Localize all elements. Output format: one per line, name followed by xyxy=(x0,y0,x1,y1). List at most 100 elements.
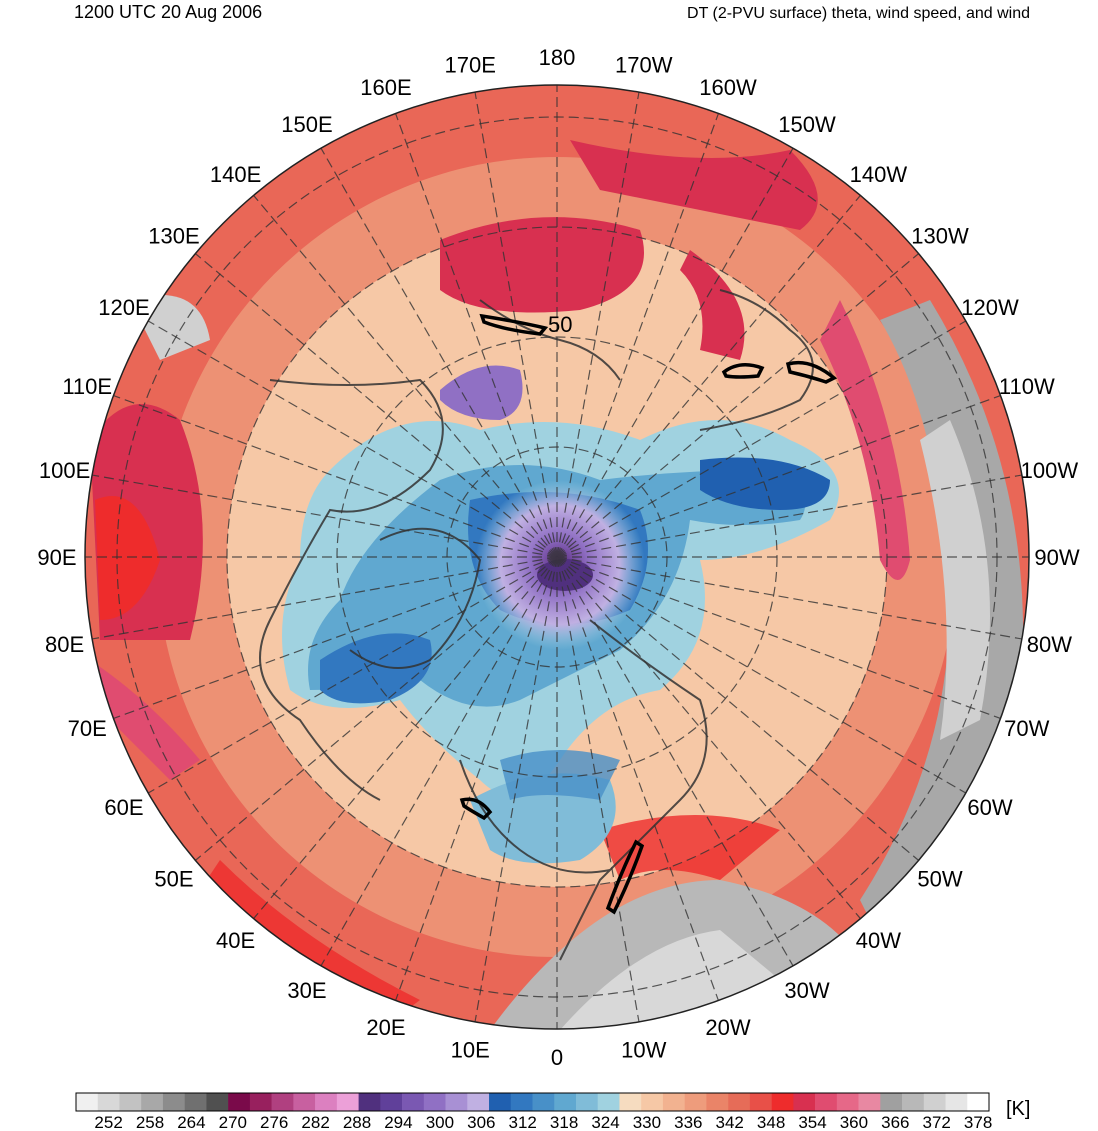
meridian-line xyxy=(320,147,558,558)
pv-contours xyxy=(459,313,838,915)
colorbar-tick-label: 342 xyxy=(716,1113,744,1131)
colorbar-swatch xyxy=(162,1093,185,1111)
longitude-label: 20W xyxy=(705,1015,750,1040)
meridian-line xyxy=(556,320,967,558)
meridian-line xyxy=(556,253,919,558)
meridian-line xyxy=(556,395,1001,558)
colorbar-swatch xyxy=(336,1093,359,1111)
longitude-label: 170W xyxy=(615,53,673,78)
colorbar-swatch xyxy=(793,1093,816,1111)
longitude-label: 50W xyxy=(917,866,962,891)
colorbar-swatch xyxy=(423,1093,446,1111)
colorbar-tick-label: 282 xyxy=(301,1113,329,1131)
meridian-line xyxy=(556,92,640,558)
colorbar-tick-label: 306 xyxy=(467,1113,495,1131)
longitude-label: 140E xyxy=(210,162,261,187)
meridian-line xyxy=(556,195,861,558)
map-boundary xyxy=(84,84,1030,1030)
colorbar-swatch xyxy=(902,1093,925,1111)
longitude-label: 90W xyxy=(1034,545,1079,570)
colorbar-swatch xyxy=(641,1093,664,1111)
colorbar-swatch xyxy=(684,1093,707,1111)
valid-time-label: 1200 UTC 20 Aug 2006 xyxy=(74,2,263,22)
meridian-line xyxy=(556,556,1022,640)
colorbar-swatch xyxy=(380,1093,403,1111)
longitude-label: 180 xyxy=(539,45,576,70)
theta-field xyxy=(85,85,1029,1029)
meridian-line xyxy=(556,556,640,1022)
colorbar-swatch xyxy=(662,1093,685,1111)
colorbar-tick-label: 288 xyxy=(343,1113,371,1131)
colorbar-swatch xyxy=(923,1093,946,1111)
longitude-label: 150E xyxy=(281,112,332,137)
longitude-label: 30W xyxy=(784,978,829,1003)
colorbar-swatch xyxy=(967,1093,990,1111)
meridian-line xyxy=(253,195,558,558)
colorbar-tick-label: 258 xyxy=(136,1113,164,1131)
longitude-label: 120W xyxy=(961,295,1019,320)
colorbar-swatch xyxy=(510,1093,533,1111)
colorbar-swatch xyxy=(76,1093,99,1111)
longitude-label: 30E xyxy=(287,978,326,1003)
colorbar-swatch xyxy=(467,1093,490,1111)
colorbar: 252 258 264 270 276 282 288 294 300 306 312 318 324 3… xyxy=(75,1092,992,1131)
meridian-line xyxy=(147,320,558,558)
longitude-label: 130W xyxy=(911,224,969,249)
meridian-line xyxy=(395,113,558,558)
longitude-label: 70E xyxy=(68,716,107,741)
meridian-line xyxy=(113,556,558,719)
meridian-line xyxy=(253,556,558,919)
meridian-line xyxy=(195,556,558,861)
meridian-line xyxy=(556,556,1001,719)
colorbar-swatch xyxy=(489,1093,512,1111)
longitude-label: 0 xyxy=(551,1045,563,1070)
colorbar-swatch xyxy=(249,1093,272,1111)
meridian-line xyxy=(556,556,861,919)
colorbar-tick-label: 252 xyxy=(94,1113,122,1131)
longitude-label: 90E xyxy=(37,545,76,570)
colorbar-tick-label: 336 xyxy=(674,1113,702,1131)
meridian-line xyxy=(556,147,794,558)
colorbar-swatch xyxy=(293,1093,316,1111)
longitude-label: 80W xyxy=(1027,632,1072,657)
colorbar-swatch xyxy=(315,1093,338,1111)
meridian-line xyxy=(556,113,719,558)
colorbar-tick-label: 366 xyxy=(881,1113,909,1131)
longitude-label: 20E xyxy=(366,1015,405,1040)
longitude-label: 160E xyxy=(360,75,411,100)
colorbar-swatch xyxy=(445,1093,468,1111)
meridian-line xyxy=(556,474,1022,558)
longitude-label: 100E xyxy=(39,458,90,483)
colorbar-tick-label: 264 xyxy=(177,1113,205,1131)
colorbar-tick-label: 378 xyxy=(964,1113,992,1131)
meridian-line xyxy=(92,556,558,640)
colorbar-swatch xyxy=(858,1093,881,1111)
colorbar-tick-label: 276 xyxy=(260,1113,288,1131)
colorbar-tick-label: 354 xyxy=(798,1113,826,1131)
longitude-label: 150W xyxy=(778,112,836,137)
longitude-label: 60E xyxy=(104,795,143,820)
colorbar-swatch xyxy=(815,1093,838,1111)
colorbar-tick-label: 270 xyxy=(219,1113,247,1131)
colorbar-swatch xyxy=(771,1093,794,1111)
colorbar-swatch xyxy=(119,1093,142,1111)
longitude-label: 10E xyxy=(451,1037,490,1062)
meridian-line xyxy=(195,253,558,558)
colorbar-frame xyxy=(75,1092,990,1112)
meridian-line xyxy=(147,556,558,794)
colorbar-tick-label: 348 xyxy=(757,1113,785,1131)
longitude-label: 70W xyxy=(1004,716,1049,741)
colorbar-swatch xyxy=(532,1093,555,1111)
colorbar-swatch xyxy=(184,1093,207,1111)
meridian-line xyxy=(556,556,719,1001)
longitude-label: 40E xyxy=(216,928,255,953)
longitude-label: 80E xyxy=(45,632,84,657)
longitude-label: 120E xyxy=(98,295,149,320)
colorbar-tick-label: 330 xyxy=(633,1113,661,1131)
colorbar-tick-label: 360 xyxy=(840,1113,868,1131)
colorbar-tick-label: 372 xyxy=(923,1113,951,1131)
colorbar-tick-label: 324 xyxy=(591,1113,619,1131)
colorbar-swatch xyxy=(836,1093,859,1111)
longitude-label: 50E xyxy=(154,866,193,891)
